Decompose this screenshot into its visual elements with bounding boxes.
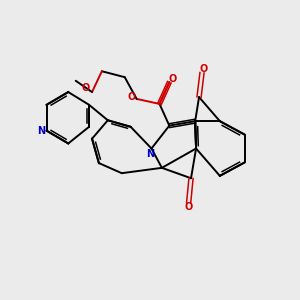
Text: O: O xyxy=(169,74,177,84)
Text: N: N xyxy=(37,126,45,136)
Text: O: O xyxy=(127,92,135,102)
Text: O: O xyxy=(200,64,208,74)
Text: O: O xyxy=(82,83,90,94)
Text: N: N xyxy=(146,149,154,159)
Text: O: O xyxy=(184,202,193,212)
